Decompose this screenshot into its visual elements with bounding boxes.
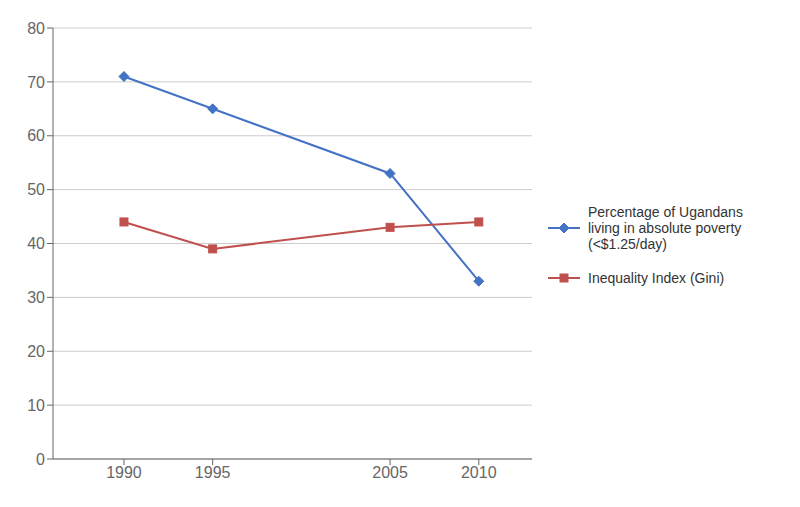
svg-text:10: 10 [27,397,45,414]
svg-text:40: 40 [27,235,45,252]
html-text:Percentage of Ugandans living: Percentage of Ugandans living in absolut… [588,203,743,252]
svg-text:50: 50 [27,181,45,198]
svg-text:1990: 1990 [106,464,142,481]
svg-text:2005: 2005 [372,464,408,481]
svg-text:20: 20 [27,343,45,360]
svg-text:30: 30 [27,289,45,306]
svg-text:1995: 1995 [195,464,231,481]
svg-text:0: 0 [36,451,45,468]
svg-text:80: 80 [27,20,45,37]
svg-text:70: 70 [27,74,45,91]
svg-text:2010: 2010 [461,464,497,481]
html-text:Inequality Index (Gini): Inequality Index (Gini) [588,269,725,286]
svg-text:60: 60 [27,127,45,144]
